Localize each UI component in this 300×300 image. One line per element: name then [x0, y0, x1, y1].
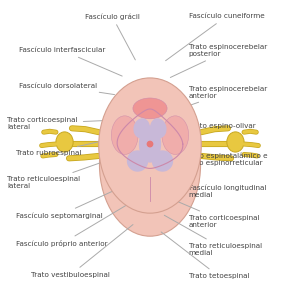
- Text: Fascículo próprio anterior: Fascículo próprio anterior: [16, 205, 127, 247]
- Text: Trato espino-olivar: Trato espino-olivar: [183, 123, 255, 132]
- Ellipse shape: [56, 132, 73, 152]
- Text: Trato vestibuloespinal: Trato vestibuloespinal: [31, 225, 133, 278]
- Ellipse shape: [152, 150, 173, 172]
- Text: Fascículo longitudinal
medial: Fascículo longitudinal medial: [172, 176, 266, 198]
- Text: Fascículo dorsolateral: Fascículo dorsolateral: [19, 83, 115, 94]
- Circle shape: [147, 141, 153, 147]
- Text: Trato espinocerebelar
anterior: Trato espinocerebelar anterior: [179, 85, 267, 109]
- Text: Fascículo cuneiforme: Fascículo cuneiforme: [166, 13, 264, 61]
- Text: Fascículo interfascicular: Fascículo interfascicular: [19, 47, 122, 76]
- Text: Trato rubroespinal: Trato rubroespinal: [16, 140, 106, 156]
- Text: Trato espinotalâmico e
trato espinorreticular: Trato espinotalâmico e trato espinorreti…: [180, 152, 267, 166]
- Text: Trato corticoespinal
anterior: Trato corticoespinal anterior: [167, 197, 259, 228]
- Text: Trato reticuloespinal
medial: Trato reticuloespinal medial: [164, 215, 262, 256]
- Ellipse shape: [134, 118, 150, 138]
- Text: Trato tetoespinal: Trato tetoespinal: [161, 232, 249, 279]
- Text: Fascículo grácil: Fascículo grácil: [85, 13, 140, 60]
- Text: Trato reticuloespinal
lateral: Trato reticuloespinal lateral: [7, 160, 109, 189]
- Text: Trato espinocerebelar
posterior: Trato espinocerebelar posterior: [170, 44, 267, 77]
- Text: Trato corticoespinal
lateral: Trato corticoespinal lateral: [7, 117, 109, 130]
- Ellipse shape: [111, 116, 138, 154]
- Text: Fascículo septomarginal: Fascículo septomarginal: [16, 187, 122, 219]
- Ellipse shape: [162, 116, 189, 154]
- Ellipse shape: [227, 132, 244, 152]
- Ellipse shape: [100, 94, 200, 236]
- Ellipse shape: [150, 118, 166, 138]
- Ellipse shape: [127, 150, 148, 172]
- Ellipse shape: [139, 125, 161, 163]
- Ellipse shape: [99, 78, 201, 213]
- Ellipse shape: [133, 98, 167, 119]
